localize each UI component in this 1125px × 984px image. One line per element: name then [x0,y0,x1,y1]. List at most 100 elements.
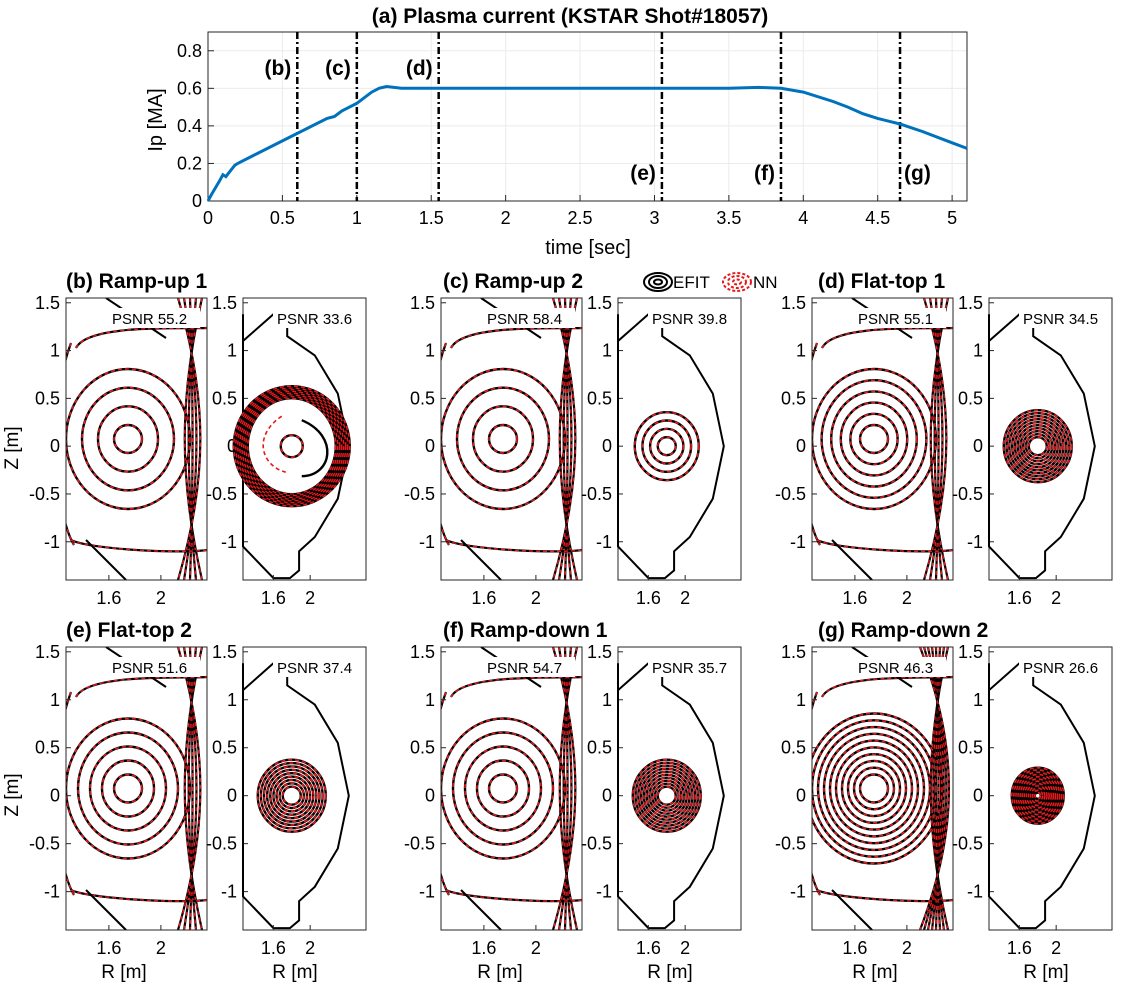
z-tick-label: 0 [227,786,237,806]
legend-efit-icon [643,272,673,292]
nn-contour [97,405,159,473]
nn-contour [281,785,302,806]
nn-contour [260,762,324,830]
r-tick-label: 2 [531,588,541,608]
psnr-inner-label: PSNR 35.7 [652,660,727,677]
x-tick-label: 0.5 [270,208,295,228]
nn-separatrix-top [75,676,207,698]
z-tick-label: 0.5 [587,738,612,758]
nn-separatrix [66,342,75,546]
nn-open-field-line [189,647,194,930]
chart-a-axes-box [207,31,968,202]
x-tick-label: 5 [947,208,957,228]
z-tick-label: 1 [227,341,237,361]
z-tick-label: -0.5 [206,834,237,854]
nn-contour [829,739,919,838]
nn-contour [823,733,925,844]
r-tick-label: 1.6 [261,588,286,608]
nn-open-field-line [562,647,572,930]
z-tick-label: 0.5 [35,738,60,758]
psnr-full-label: PSNR 51.6 [112,660,187,677]
r-tick-label: 2 [680,588,690,608]
z-tick-label: -0.5 [952,484,983,504]
z-tick-label: -1 [221,532,237,552]
z-tick-label: -0.5 [404,484,435,504]
nn-contour [279,434,304,458]
z-tick-label: -0.5 [581,484,612,504]
nn-separatrix-top [821,327,953,349]
z-tick-label: 0.5 [958,388,983,408]
nn-contour [1025,433,1051,459]
r-tick-label: 2 [1051,588,1061,608]
nn-contour [1022,430,1054,462]
nn-open-field-line [562,298,572,580]
z-tick-label: -0.5 [581,834,612,854]
nn-contour [648,776,685,815]
time-marker-label: (d) [406,57,433,80]
nn-separatrix-top [450,676,582,698]
nn-contour [1017,773,1059,818]
x-tick-label: 3 [649,208,659,228]
plasma-plot-e: -1 -0.5 0 0.5 1 1.5 1.6 2 PSNR 37.4 [206,642,367,958]
z-tick-label: -1 [967,532,983,552]
nn-contour [101,759,155,818]
nn-open-field-line [933,298,943,580]
r-axis-label-g: R [m] [852,962,897,983]
nn-open-field-line [564,647,569,930]
z-tick-label: 1 [602,341,612,361]
wall-segment [85,889,127,930]
y-tick-label: 0.4 [177,116,202,136]
nn-open-field-line [559,647,578,930]
nn-separatrix-top [821,676,953,698]
nn-contour [81,386,175,492]
x-tick-label: 1 [352,208,362,228]
nn-open-field-line [183,647,198,930]
r-tick-label: 2 [1051,938,1061,958]
panel-b-title: (b) Ramp-up 1 [66,270,207,293]
z-tick-label: 1 [796,690,806,710]
plasma-plot-g: -1 -0.5 0 0.5 1 1.5 1.6 2 PSNR 26.6 [952,642,1113,958]
z-tick-label: 1 [50,341,60,361]
x-tick-label: 4 [798,208,808,228]
panel-d: -1 -0.5 0 0.5 1 1.5 1.6 2 PSNR 55.1 -1 -0.5 0 0.5 1 1.… [775,293,1113,608]
nn-contour [859,773,889,804]
r-tick-label: 2 [305,588,315,608]
psnr-box [483,308,575,328]
nn-contour [656,785,677,806]
psnr-box [648,308,740,328]
z-tick-label: -1 [596,532,612,552]
z-tick-label: 0 [425,786,435,806]
nn-contour [640,767,694,824]
r-tick-label: 2 [156,938,166,958]
full-domain-axes-box [811,297,954,581]
psnr-inner-label: PSNR 33.6 [277,311,352,328]
panel-e-title: (e) Flat-top 2 [66,619,192,642]
ip-series-line [206,84,968,202]
nn-open-field-line [189,298,194,580]
time-marker-label: (e) [630,162,656,185]
chart-a-ylabel: Ip [MA] [145,88,167,151]
z-tick-label: 0.5 [587,388,612,408]
full-domain-plot-d [812,298,953,580]
nn-contour [113,424,143,454]
nn-contour [246,397,337,495]
r-tick-label: 2 [531,938,541,958]
y-tick-label: 0 [192,191,202,211]
time-marker-label: (g) [904,162,931,185]
wall-segment [85,539,127,580]
nn-contour [266,769,318,823]
legend: EFIT NN [643,272,778,292]
nn-contour [1002,409,1073,483]
x-tick-label: 2.5 [568,208,593,228]
r-tick-label: 1.6 [96,938,121,958]
nn-open-field-line [184,298,203,580]
z-tick-label: 1.5 [781,293,806,313]
x-tick-label: 2 [501,208,511,228]
nn-contour [817,726,931,851]
r-tick-label: 2 [902,938,912,958]
psnr-full-label: PSNR 54.7 [487,660,562,677]
nn-contour [244,395,339,497]
r-tick-label: 2 [680,938,690,958]
z-tick-label: -0.5 [775,484,806,504]
